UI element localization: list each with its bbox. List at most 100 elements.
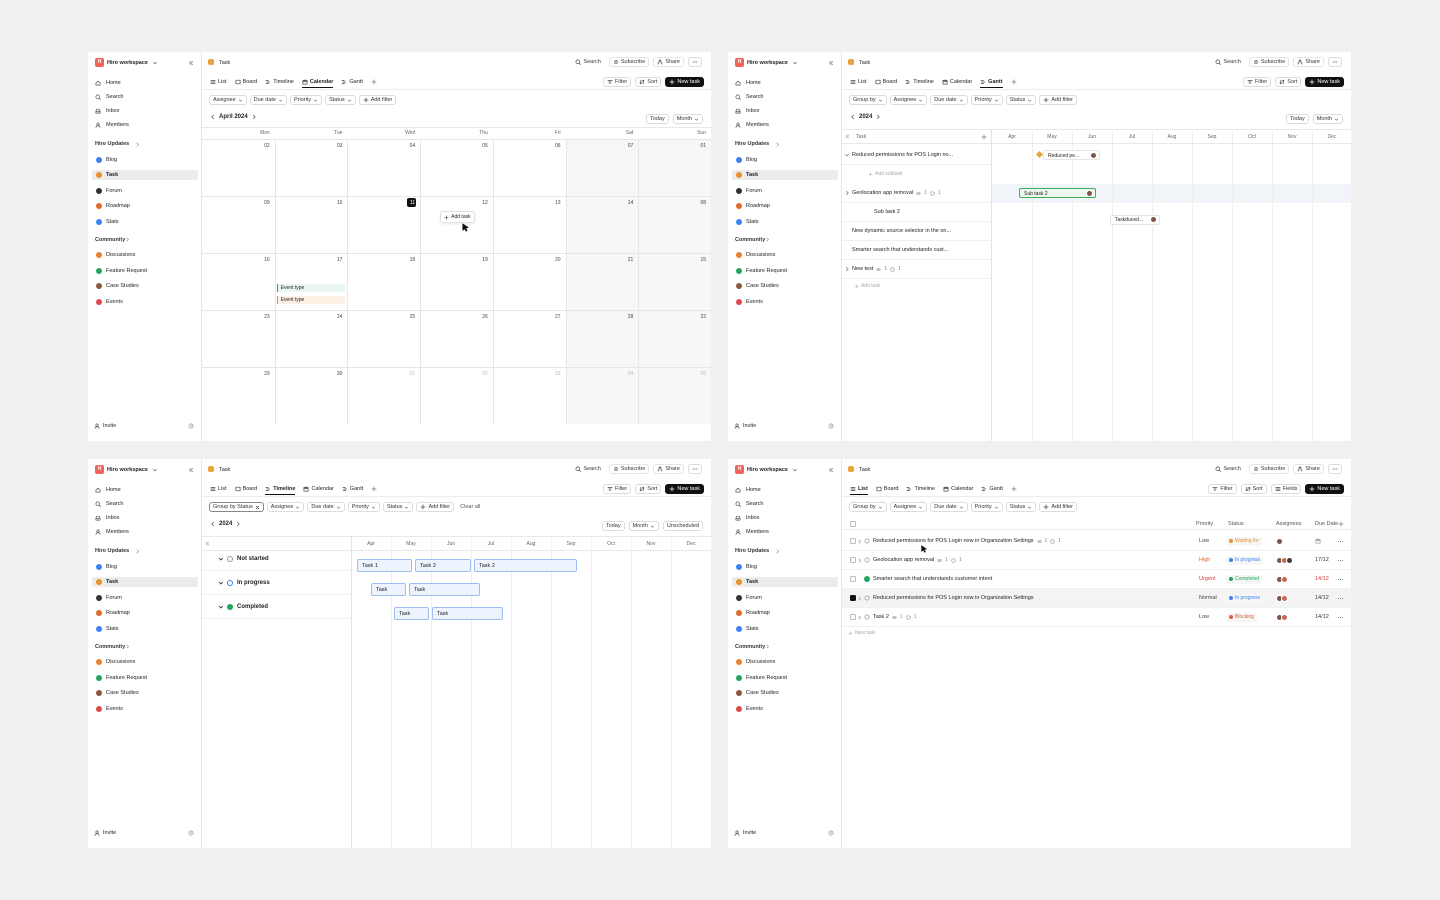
day-cell[interactable] [492, 253, 566, 310]
today-button[interactable]: Today [601, 521, 625, 531]
view-tab[interactable]: Board [235, 76, 257, 88]
view-tab[interactable]: List [210, 76, 227, 88]
view-tab[interactable]: List [210, 483, 227, 495]
sidebar-item[interactable]: Forum [746, 187, 762, 194]
sidebar-item[interactable]: Case Studies [746, 283, 779, 290]
day-cell[interactable] [202, 196, 275, 253]
group-name[interactable]: Completed [237, 604, 269, 610]
sidebar-item[interactable]: Stats [106, 626, 119, 632]
section-title[interactable]: Hiro Updates [95, 548, 130, 554]
day-cell[interactable] [420, 139, 493, 196]
view-tab[interactable]: Board [875, 76, 897, 88]
toolbar-filter[interactable]: Filter [603, 484, 632, 494]
filter-due-date[interactable]: Due date [930, 502, 968, 512]
nav-item[interactable]: Home [106, 80, 121, 86]
filter-add-filter[interactable]: Add filter [1039, 95, 1078, 105]
list-row[interactable] [842, 532, 1351, 551]
sidebar-item[interactable]: Task [746, 172, 759, 179]
filter-due-date[interactable]: Due date [930, 95, 968, 105]
view-tab[interactable]: Calendar [303, 483, 334, 495]
header-subscribe[interactable]: Subscribe [1248, 464, 1290, 474]
checkbox[interactable] [850, 521, 856, 527]
clear-all[interactable]: Clear all [460, 504, 481, 510]
day-cell[interactable] [638, 196, 711, 253]
sidebar-item[interactable]: Events [106, 299, 123, 305]
filter-add-filter[interactable]: Add filter [358, 95, 397, 105]
nav-item[interactable]: Inbox [746, 108, 760, 114]
more-button[interactable] [688, 57, 702, 67]
sidebar-item[interactable]: Case Studies [106, 283, 139, 290]
toolbar-new-task[interactable]: New task [1305, 484, 1344, 494]
view-tab[interactable]: List [850, 483, 868, 495]
sidebar-item[interactable]: Feature Request [746, 674, 787, 681]
month-button[interactable]: Month [628, 521, 659, 531]
header-share[interactable]: Share [1293, 464, 1324, 474]
today-button[interactable]: Today [1286, 114, 1309, 124]
day-cell[interactable] [274, 139, 348, 196]
nav-item[interactable]: Home [106, 487, 121, 493]
view-tab[interactable]: Calendar [943, 483, 973, 495]
filter-group-by[interactable]: Group by [849, 502, 887, 512]
sidebar-item[interactable]: Blog [106, 563, 118, 570]
group-name[interactable]: Not started [237, 556, 269, 562]
header-search[interactable]: Search [1211, 464, 1245, 474]
sidebar-item[interactable]: Feature Request [106, 674, 147, 681]
nav-item[interactable]: Inbox [106, 108, 120, 114]
day-cell[interactable] [420, 196, 493, 253]
header-search[interactable]: Search [571, 464, 605, 474]
invite[interactable]: Invite [743, 423, 757, 429]
list-row[interactable] [842, 551, 1351, 570]
toolbar-sort[interactable]: Sort [1275, 77, 1302, 87]
day-cell[interactable] [420, 253, 493, 310]
day-cell[interactable] [202, 139, 275, 196]
day-cell[interactable] [347, 253, 421, 310]
filter-priority[interactable]: Priority [289, 95, 323, 105]
filter-priority[interactable]: Priority [347, 502, 380, 512]
checkbox[interactable] [850, 614, 856, 620]
sidebar-item[interactable]: Discussions [746, 252, 776, 259]
filter-status[interactable]: Status [1005, 95, 1037, 105]
sidebar-item[interactable]: Blog [106, 156, 118, 163]
day-cell[interactable] [202, 253, 275, 310]
view-tab[interactable]: List [850, 76, 867, 88]
add-row[interactable]: Add subtask [875, 171, 903, 177]
view-tab[interactable]: Gantt [980, 76, 1003, 88]
header-share[interactable]: Share [653, 464, 684, 474]
section-title[interactable]: Community [95, 643, 126, 650]
sidebar-item[interactable]: Roadmap [746, 203, 770, 210]
sidebar-item[interactable]: Discussions [106, 252, 136, 259]
invite[interactable]: Invite [103, 423, 117, 429]
nav-item[interactable]: Members [106, 529, 129, 535]
filter-assignee[interactable]: Assignee [209, 95, 247, 105]
view-tab[interactable]: Gantt [341, 76, 363, 88]
day-cell[interactable] [347, 139, 421, 196]
more-button[interactable] [1328, 57, 1342, 67]
checkbox[interactable] [850, 595, 856, 601]
nav-item[interactable]: Home [746, 80, 761, 86]
filter-assignee[interactable]: Assignee [266, 502, 305, 512]
list-row[interactable] [842, 589, 1351, 608]
timeline-bar[interactable]: Task [432, 607, 503, 620]
nav-item[interactable]: Search [106, 94, 124, 100]
nav-item[interactable]: Members [746, 122, 769, 128]
section-title[interactable]: Hiro Updates [735, 548, 770, 554]
sidebar-item[interactable]: Task [106, 579, 119, 586]
view-tab[interactable]: Calendar [301, 76, 334, 88]
day-cell[interactable] [638, 367, 711, 424]
section-title[interactable]: Community [95, 236, 126, 243]
sidebar-item[interactable]: Task [746, 579, 759, 586]
checkbox[interactable] [850, 557, 856, 563]
filter-priority[interactable]: Priority [970, 95, 1003, 105]
header-share[interactable]: Share [1293, 57, 1324, 67]
nav-item[interactable]: Inbox [106, 515, 120, 521]
day-cell[interactable] [565, 139, 639, 196]
calendar-event[interactable]: Event type [276, 296, 346, 304]
toolbar-sort[interactable]: Sort [635, 484, 662, 494]
day-cell[interactable] [565, 253, 639, 310]
nav-item[interactable]: Search [746, 94, 764, 100]
day-cell[interactable] [274, 310, 348, 367]
nav-item[interactable]: Search [106, 501, 124, 507]
list-row[interactable] [842, 570, 1351, 589]
sidebar-item[interactable]: Case Studies [106, 690, 139, 697]
day-cell[interactable] [638, 310, 711, 367]
